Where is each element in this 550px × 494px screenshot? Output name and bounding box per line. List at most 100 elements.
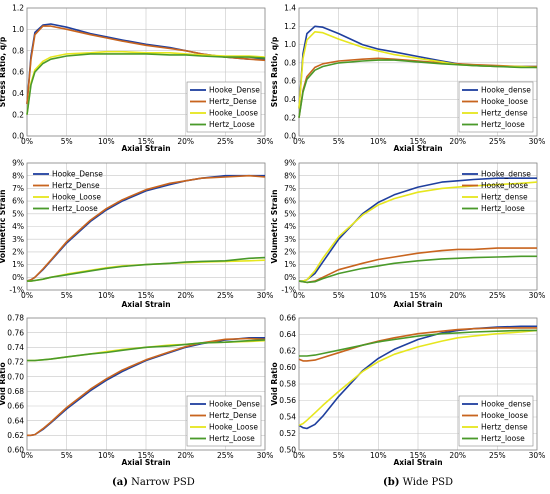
- x-tick-label: 5%: [61, 451, 73, 460]
- y-axis-label: Volumetric Strain: [270, 190, 279, 264]
- caption-a: (a) Narrow PSD: [112, 477, 195, 488]
- x-tick-label: 10%: [98, 451, 115, 460]
- y-tick-label: 8%: [284, 171, 296, 180]
- legend-label: Hertz_loose: [481, 120, 525, 129]
- series-line-2: [298, 327, 537, 362]
- caption-b: (b) Wide PSD: [383, 477, 453, 488]
- y-tick-label: 0%: [12, 273, 24, 282]
- x-tick-label: 25%: [217, 137, 234, 146]
- x-axis-label: Axial Strain: [121, 458, 170, 467]
- x-tick-label: 15%: [138, 451, 155, 460]
- y-tick-label: 5%: [284, 209, 296, 218]
- caption-b-text: Wide PSD: [402, 477, 454, 488]
- series-line-2: [26, 174, 266, 282]
- x-axis-label: Axial Strain: [121, 144, 170, 153]
- legend-label: Hertz_Dense: [209, 97, 257, 106]
- caption-a-label: (a): [112, 477, 128, 488]
- x-tick-label: 25%: [217, 291, 234, 300]
- y-axis-label: Stress Ratio, q/p: [0, 36, 7, 107]
- y-tick-label: 1.4: [284, 4, 296, 13]
- x-tick-label: 20%: [177, 291, 194, 300]
- x-axis-label: Axial Strain: [393, 458, 442, 467]
- legend-label: Hertz_Dense: [209, 411, 257, 420]
- y-tick-label: 0.62: [7, 431, 24, 440]
- y-tick-label: 0.6: [284, 77, 296, 86]
- x-tick-label: 15%: [410, 451, 427, 460]
- x-tick-label: 15%: [410, 291, 427, 300]
- x-tick-label: 15%: [138, 291, 155, 300]
- y-tick-label: 3%: [12, 235, 24, 244]
- y-tick-label: 9%: [284, 159, 296, 168]
- x-tick-label: 30%: [529, 137, 546, 146]
- legend-label: Hertz_Dense: [52, 181, 100, 190]
- y-tick-label: 5%: [12, 209, 24, 218]
- x-tick-label: 0%: [293, 137, 305, 146]
- y-tick-label: 0.78: [7, 314, 24, 323]
- y-tick-label: 1%: [284, 260, 296, 269]
- x-tick-label: 5%: [333, 291, 345, 300]
- series-line-4: [26, 53, 266, 115]
- x-tick-label: 20%: [449, 291, 466, 300]
- legend-label: Hooke_Loose: [209, 109, 258, 118]
- plot-frame: [298, 7, 538, 137]
- x-tick-label: 20%: [177, 137, 194, 146]
- legend-label: Hertz_Loose: [209, 434, 255, 443]
- x-tick-label: 25%: [489, 137, 506, 146]
- y-tick-label: 0.56: [279, 396, 296, 405]
- y-tick-label: 1.0: [284, 40, 296, 49]
- legend-label: Hooke_dense: [481, 400, 531, 409]
- y-tick-label: 0.70: [7, 372, 24, 381]
- x-tick-label: 15%: [138, 137, 155, 146]
- x-tick-label: 30%: [529, 451, 546, 460]
- series-line-4: [27, 339, 266, 362]
- legend-label: Hooke_Dense: [209, 400, 260, 409]
- legend-label: Hooke_dense: [481, 86, 531, 95]
- y-tick-label: 4%: [284, 222, 296, 231]
- y-tick-label: 0.74: [7, 343, 24, 352]
- plot-frame: [298, 317, 538, 451]
- y-tick-label: 0.50: [279, 446, 296, 455]
- y-tick-label: 0.8: [284, 58, 296, 67]
- plot-frame: [26, 162, 266, 291]
- legend-label: Hooke_Loose: [209, 423, 258, 432]
- y-tick-label: 0.0: [284, 132, 296, 141]
- y-tick-label: 0.4: [12, 89, 24, 98]
- series-line-2: [27, 337, 266, 437]
- x-tick-label: 25%: [489, 291, 506, 300]
- y-tick-label: 0.52: [279, 429, 296, 438]
- legend-label: Hooke_loose: [481, 411, 528, 420]
- x-tick-label: 25%: [217, 451, 234, 460]
- y-tick-label: 0.62: [279, 347, 296, 356]
- x-tick-label: 5%: [333, 451, 345, 460]
- y-tick-label: 0.2: [284, 113, 296, 122]
- y-tick-label: 9%: [12, 159, 24, 168]
- y-tick-label: 1.2: [284, 22, 296, 31]
- legend-label: Hooke_Loose: [52, 193, 101, 202]
- legend-label: Hertz_dense: [481, 193, 528, 202]
- y-tick-label: 0.66: [279, 314, 296, 323]
- legend-label: Hooke_loose: [481, 181, 528, 190]
- caption-b-label: (b): [383, 477, 400, 488]
- y-tick-label: 0.58: [279, 380, 296, 389]
- y-tick-label: -1%: [9, 286, 24, 295]
- series-line-3: [299, 181, 538, 282]
- x-tick-label: 0%: [21, 137, 33, 146]
- x-axis-label: Axial Strain: [121, 300, 170, 309]
- x-tick-label: 30%: [529, 291, 546, 300]
- x-tick-label: 5%: [61, 137, 73, 146]
- y-tick-label: 1.2: [12, 4, 24, 13]
- x-tick-label: 0%: [293, 291, 305, 300]
- y-tick-label: 0.6: [12, 68, 24, 77]
- y-tick-label: 0%: [284, 273, 296, 282]
- y-tick-label: 7%: [284, 184, 296, 193]
- x-tick-label: 20%: [449, 137, 466, 146]
- legend-label: Hertz_loose: [481, 204, 525, 213]
- x-tick-label: 10%: [98, 291, 115, 300]
- legend-label: Hertz_loose: [481, 434, 525, 443]
- y-axis-label: Void Ratio: [270, 362, 279, 405]
- y-tick-label: 1%: [12, 260, 24, 269]
- y-axis-label: Void Ratio: [0, 362, 7, 405]
- legend-label: Hooke_Dense: [209, 86, 260, 95]
